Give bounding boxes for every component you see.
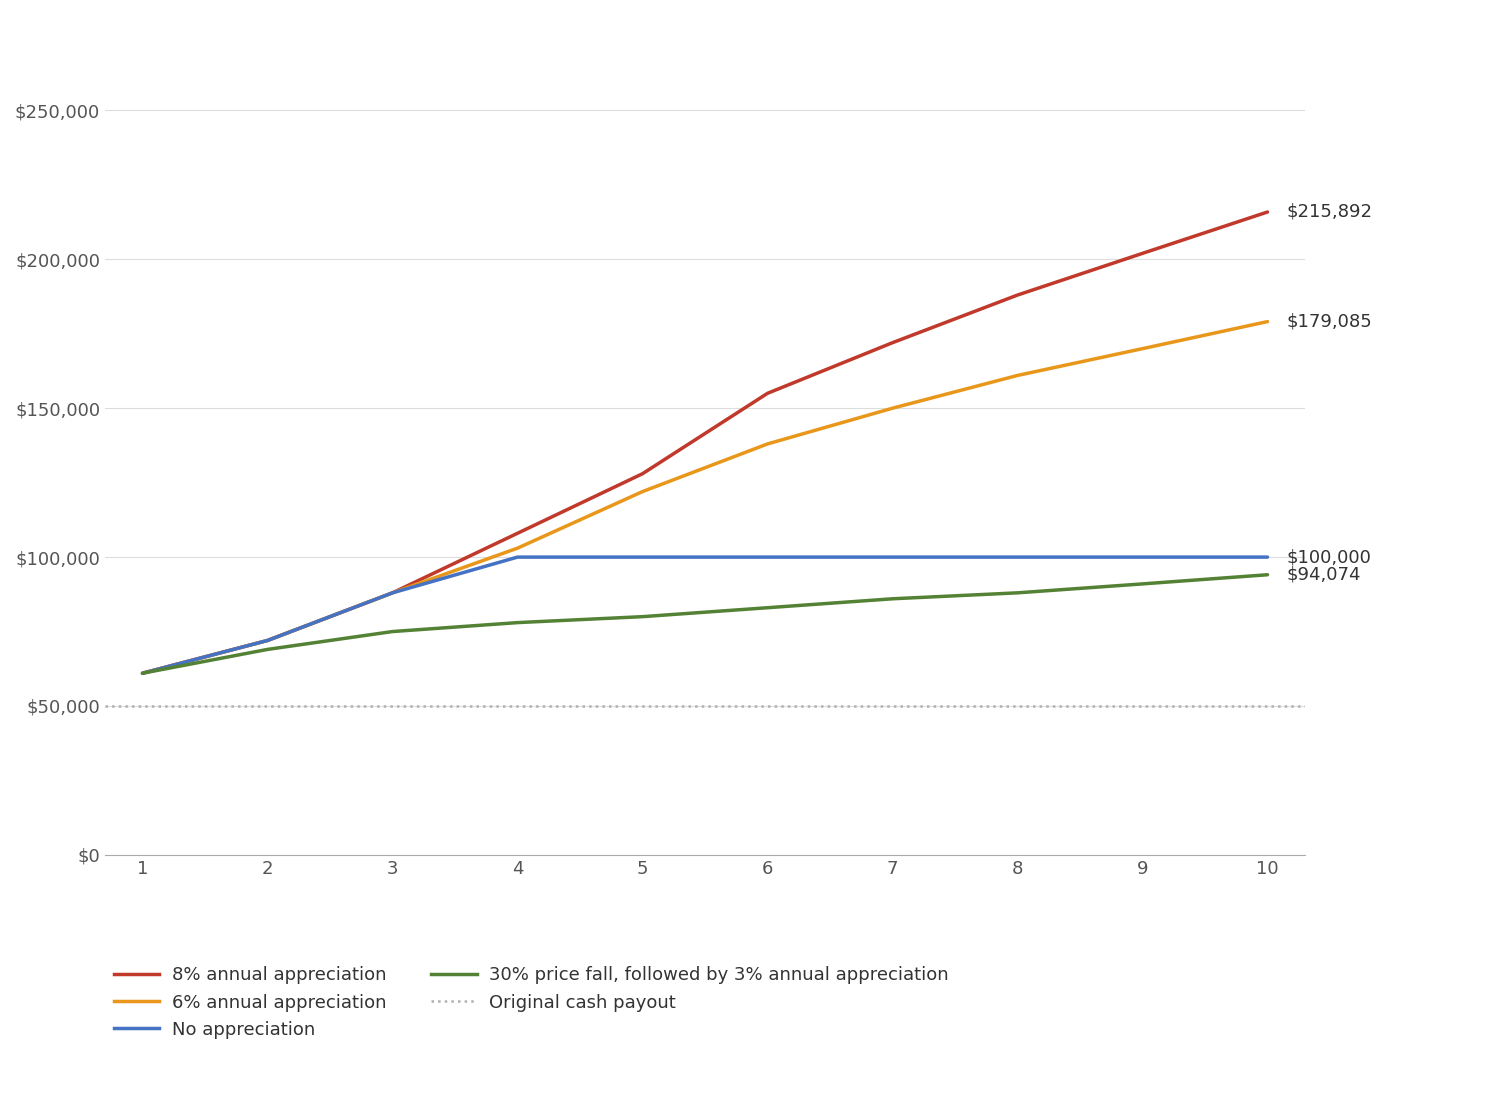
Line: 8% annual appreciation: 8% annual appreciation [142,212,1268,673]
No appreciation [509,550,526,563]
8% annual appreciation [884,336,902,350]
30% price fall, followed by 3% annual appreciation [258,643,276,657]
Legend: 8% annual appreciation, 6% annual appreciation, No appreciation, 30% price fall,: 8% annual appreciation, 6% annual apprec… [114,967,950,1039]
Text: $100,000: $100,000 [1287,548,1371,567]
6% annual appreciation [1134,342,1152,355]
8% annual appreciation [759,387,777,400]
30% price fall, followed by 3% annual appreciation [759,601,777,614]
8% annual appreciation [509,527,526,540]
6% annual appreciation [258,633,276,647]
30% price fall, followed by 3% annual appreciation [1134,578,1152,591]
No appreciation [384,586,402,600]
8% annual appreciation [258,633,276,647]
No appreciation [258,633,276,647]
No appreciation [1008,550,1026,563]
No appreciation [1258,550,1276,563]
30% price fall, followed by 3% annual appreciation [1008,586,1026,600]
6% annual appreciation [633,486,651,499]
6% annual appreciation [759,437,777,450]
No appreciation [884,550,902,563]
6% annual appreciation [509,541,526,555]
8% annual appreciation [384,586,402,600]
30% price fall, followed by 3% annual appreciation [134,666,152,680]
6% annual appreciation [1008,369,1026,383]
30% price fall, followed by 3% annual appreciation [1258,568,1276,581]
8% annual appreciation [1134,247,1152,260]
Line: 6% annual appreciation: 6% annual appreciation [142,321,1268,673]
30% price fall, followed by 3% annual appreciation [509,616,526,629]
8% annual appreciation [1008,288,1026,301]
30% price fall, followed by 3% annual appreciation [384,625,402,638]
6% annual appreciation [1258,315,1276,328]
30% price fall, followed by 3% annual appreciation [884,592,902,605]
6% annual appreciation [384,586,402,600]
No appreciation [134,666,152,680]
30% price fall, followed by 3% annual appreciation [633,610,651,624]
Line: No appreciation: No appreciation [142,557,1268,673]
6% annual appreciation [134,666,152,680]
No appreciation [759,550,777,563]
6% annual appreciation [884,401,902,414]
Text: $179,085: $179,085 [1287,312,1372,331]
Text: $94,074: $94,074 [1287,566,1360,584]
Text: $215,892: $215,892 [1287,203,1372,221]
8% annual appreciation [1258,205,1276,218]
No appreciation [1134,550,1152,563]
No appreciation [633,550,651,563]
Line: 30% price fall, followed by 3% annual appreciation: 30% price fall, followed by 3% annual ap… [142,574,1268,673]
8% annual appreciation [134,666,152,680]
8% annual appreciation [633,467,651,480]
